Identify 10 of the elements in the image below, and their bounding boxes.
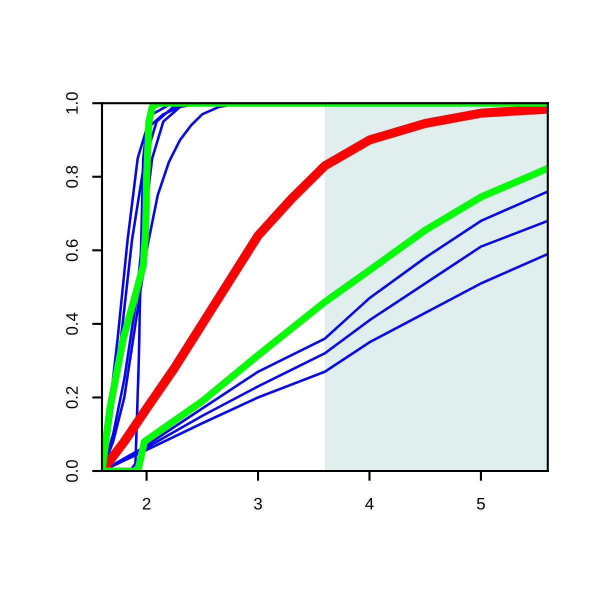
x-tick-label: 2 xyxy=(142,498,150,510)
x-tick-label: 5 xyxy=(476,498,485,510)
y-tick-label: 0.6 xyxy=(66,239,78,262)
x-tick-label: 3 xyxy=(254,498,262,510)
y-tick-label: 0.0 xyxy=(66,460,78,482)
x-tick-label: 4 xyxy=(365,498,374,510)
y-tick-label: 1.0 xyxy=(66,92,78,114)
y-tick-label: 0.2 xyxy=(66,386,78,408)
y-tick-label: 0.8 xyxy=(66,166,78,188)
y-tick-label: 0.4 xyxy=(66,312,78,335)
